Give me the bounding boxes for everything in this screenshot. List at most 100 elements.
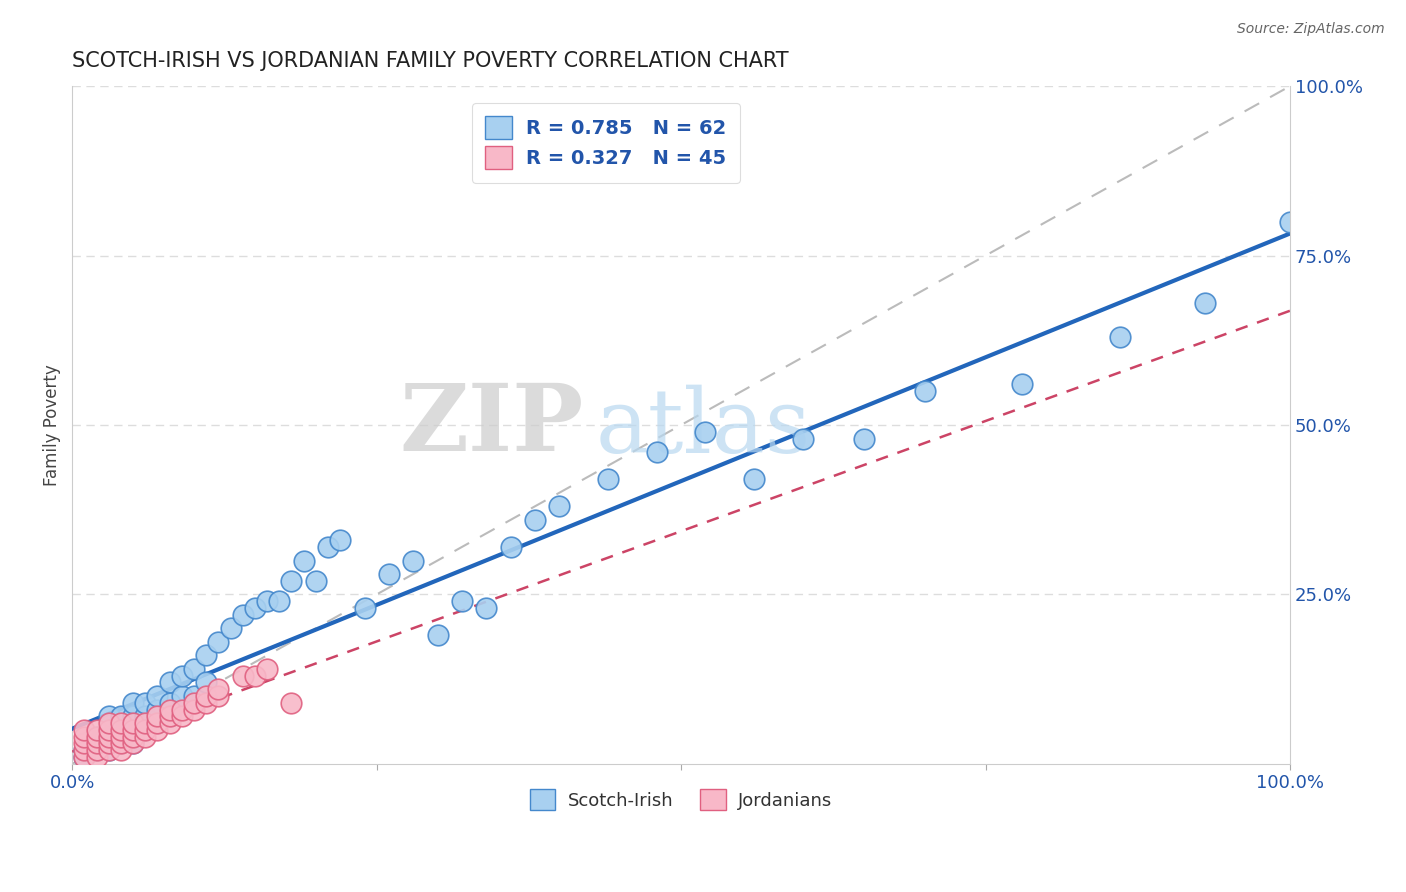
Point [159, 709, 181, 723]
Point [645, 445, 668, 459]
Point [170, 703, 193, 717]
Point [134, 716, 156, 731]
Point [742, 472, 765, 486]
Point [170, 669, 193, 683]
Point [256, 594, 278, 608]
Text: SCOTCH-IRISH VS JORDANIAN FAMILY POVERTY CORRELATION CHART: SCOTCH-IRISH VS JORDANIAN FAMILY POVERTY… [72, 51, 789, 70]
Point [316, 540, 339, 554]
Point [183, 662, 205, 676]
Point [73, 743, 96, 757]
Point [524, 513, 547, 527]
Point [122, 696, 145, 710]
Point [110, 723, 132, 737]
Point [110, 716, 132, 731]
Point [134, 709, 156, 723]
Point [122, 723, 145, 737]
Point [146, 723, 169, 737]
Point [195, 689, 218, 703]
Point [122, 737, 145, 751]
Point [159, 675, 181, 690]
Text: ZIP: ZIP [399, 380, 583, 470]
Point [97, 743, 120, 757]
Point [97, 723, 120, 737]
Point [86, 730, 108, 744]
Point [159, 716, 181, 731]
Point [134, 723, 156, 737]
Point [97, 737, 120, 751]
Point [73, 723, 96, 737]
Point [86, 737, 108, 751]
Point [73, 743, 96, 757]
Point [329, 533, 352, 548]
Point [110, 723, 132, 737]
Point [195, 648, 218, 663]
Point [110, 737, 132, 751]
Point [548, 500, 571, 514]
Point [451, 594, 474, 608]
Point [86, 737, 108, 751]
Point [280, 574, 302, 588]
Point [269, 594, 291, 608]
Point [292, 553, 315, 567]
Point [792, 432, 814, 446]
Point [207, 689, 229, 703]
Point [596, 472, 619, 486]
Point [73, 750, 96, 764]
Point [243, 601, 266, 615]
Point [110, 709, 132, 723]
Point [195, 675, 218, 690]
Point [146, 689, 169, 703]
Point [183, 696, 205, 710]
Point [73, 730, 96, 744]
Point [378, 567, 401, 582]
Text: Source: ZipAtlas.com: Source: ZipAtlas.com [1237, 22, 1385, 37]
Point [86, 743, 108, 757]
Point [134, 696, 156, 710]
Point [146, 709, 169, 723]
Point [219, 621, 242, 635]
Point [86, 743, 108, 757]
Point [97, 743, 120, 757]
Point [159, 709, 181, 723]
Point [170, 689, 193, 703]
Point [426, 628, 449, 642]
Point [183, 689, 205, 703]
Point [159, 696, 181, 710]
Point [146, 716, 169, 731]
Text: atlas: atlas [596, 384, 811, 472]
Point [232, 669, 254, 683]
Point [1279, 215, 1302, 229]
Point [170, 709, 193, 723]
Point [475, 601, 498, 615]
Point [402, 553, 425, 567]
Point [122, 730, 145, 744]
Point [110, 743, 132, 757]
Point [97, 730, 120, 744]
Point [183, 703, 205, 717]
Point [353, 601, 375, 615]
Point [97, 716, 120, 731]
Point [1108, 330, 1130, 344]
Point [1194, 296, 1216, 310]
Point [73, 750, 96, 764]
Point [280, 696, 302, 710]
Point [207, 682, 229, 697]
Point [86, 750, 108, 764]
Point [695, 425, 717, 439]
Point [207, 635, 229, 649]
Point [256, 662, 278, 676]
Point [97, 737, 120, 751]
Point [110, 730, 132, 744]
Point [159, 703, 181, 717]
Point [122, 737, 145, 751]
Point [86, 723, 108, 737]
Point [97, 709, 120, 723]
Point [122, 723, 145, 737]
Point [232, 607, 254, 622]
Point [305, 574, 328, 588]
Y-axis label: Family Poverty: Family Poverty [44, 364, 60, 486]
Point [914, 384, 936, 398]
Point [134, 730, 156, 744]
Point [97, 723, 120, 737]
Point [852, 432, 875, 446]
